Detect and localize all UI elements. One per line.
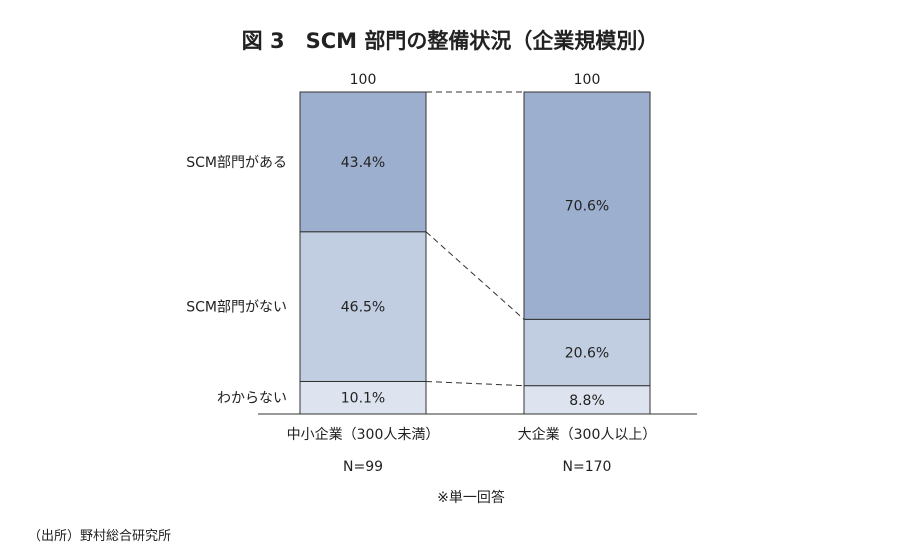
data-label: 43.4% [341, 155, 385, 171]
bar-segment [523, 318, 651, 387]
total-label: 100 [574, 72, 601, 88]
source-text: （出所）野村総合研究所 [28, 529, 171, 544]
series-label: SCM部門がない [186, 300, 287, 316]
note-text: ※単一回答 [437, 489, 505, 506]
category-label: 中小企業（300人未満） [287, 426, 440, 443]
bars: 10.1% 46.5% 43.4% 100 8.8% 20.6% 70.6% 100 [299, 72, 651, 415]
data-label: 20.6% [565, 345, 609, 361]
series-label: わからない [217, 391, 287, 407]
connector-line [425, 231, 525, 320]
data-label: 70.6% [565, 199, 609, 215]
chart-title: 図 3 SCM 部門の整備状況（企業規模別） [242, 29, 659, 53]
n-label: N=170 [563, 459, 612, 475]
bar-segment [523, 91, 651, 320]
data-label: 46.5% [341, 300, 385, 316]
bar-segment [299, 91, 427, 233]
series-label: SCM部門がある [186, 155, 287, 171]
category-labels: 中小企業（300人未満） N=99 大企業（300人以上） N=170 [287, 426, 657, 475]
data-label: 8.8% [569, 393, 605, 409]
data-label: 10.1% [341, 391, 385, 407]
connector-lines [425, 91, 525, 387]
connector-line [425, 380, 525, 387]
total-label: 100 [350, 72, 377, 88]
series-labels: わからない SCM部門がない SCM部門がある [186, 155, 287, 407]
category-label: 大企業（300人以上） [518, 426, 657, 443]
n-label: N=99 [343, 459, 383, 475]
bar-segment [299, 231, 427, 382]
